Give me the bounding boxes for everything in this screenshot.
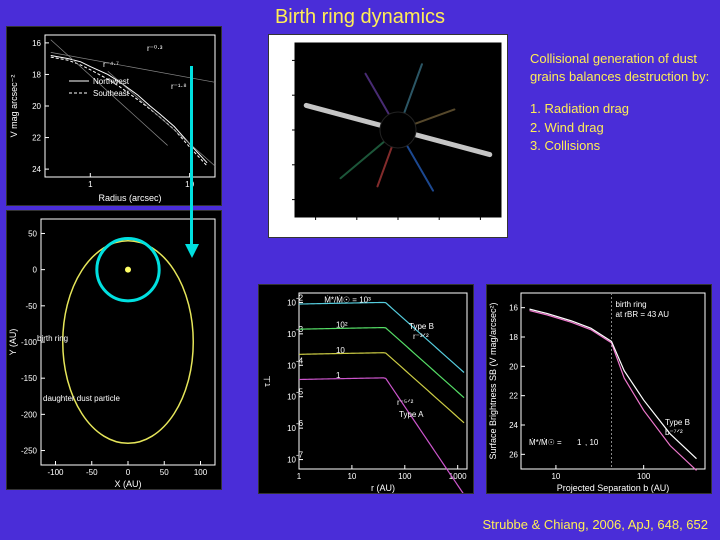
svg-text:10: 10 [336, 346, 345, 355]
svg-text:20: 20 [32, 102, 41, 111]
svg-text:Type A: Type A [399, 410, 424, 419]
svg-text:0: 0 [126, 468, 131, 477]
svg-text:4: 4 [286, 56, 291, 65]
svg-text:birth ring: birth ring [37, 334, 68, 343]
svg-text:24: 24 [32, 165, 41, 174]
svg-text:b⁻⁷ᐟ²: b⁻⁷ᐟ² [665, 428, 683, 437]
svg-text:-150: -150 [21, 374, 38, 383]
svg-text:Type B: Type B [409, 322, 434, 331]
svg-text:22: 22 [32, 134, 41, 143]
svg-text:24: 24 [509, 421, 518, 430]
svg-text:-2: -2 [283, 161, 291, 170]
side-text-item: 2. Wind drag [530, 119, 710, 137]
svg-text:100: 100 [398, 472, 412, 481]
svg-text:Radius (arcsec): Radius (arcsec) [98, 193, 161, 203]
svg-text:-2: -2 [353, 221, 361, 230]
svg-text:50: 50 [160, 468, 169, 477]
svg-text:-4: -4 [312, 221, 320, 230]
side-text-block: Collisional generation of dust grains ba… [530, 50, 710, 155]
svg-text:r⁻⁰·³: r⁻⁰·³ [147, 44, 163, 53]
pointer-arrow [190, 66, 193, 246]
svg-text:-100: -100 [47, 468, 64, 477]
svg-text:-250: -250 [21, 447, 38, 456]
svg-text:2: 2 [437, 221, 442, 230]
svg-text:4: 4 [478, 221, 483, 230]
svg-text:1: 1 [577, 438, 582, 447]
svg-text:τ⊥: τ⊥ [262, 375, 272, 387]
svg-text:1: 1 [297, 472, 302, 481]
svg-text:16: 16 [509, 304, 518, 313]
svg-text:16: 16 [32, 39, 41, 48]
svg-text:20: 20 [509, 362, 518, 371]
svg-text:r⁻⁵ᐟ²: r⁻⁵ᐟ² [397, 398, 414, 407]
svg-text:Projected Separation b (AU): Projected Separation b (AU) [557, 483, 670, 493]
svg-text:V mag arcsec⁻²: V mag arcsec⁻² [9, 75, 19, 138]
svg-text:X (AU): X (AU) [115, 479, 142, 489]
svg-text:1: 1 [88, 180, 93, 189]
side-text-item: 3. Collisions [530, 137, 710, 155]
svg-text:birth ring: birth ring [616, 300, 647, 309]
svg-text:26: 26 [509, 450, 518, 459]
svg-text:10²: 10² [336, 321, 348, 330]
svg-text:100: 100 [194, 468, 208, 477]
svg-text:18: 18 [509, 333, 518, 342]
svg-text:-4: -4 [283, 196, 291, 205]
svg-text:Ṁ*/Ṁ☉ =: Ṁ*/Ṁ☉ = [529, 438, 562, 447]
svg-text:at rBR = 43 AU: at rBR = 43 AU [616, 310, 670, 319]
panel-sb-model: 10 100 16 18 20 22 24 26 Projected Separation b … [486, 284, 712, 494]
svg-text:Southeast: Southeast [93, 89, 130, 98]
svg-text:Ṁ*/Ṁ☉ = 10³: Ṁ*/Ṁ☉ = 10³ [324, 296, 371, 305]
panel-optical-depth: 110100100010-710-610-510-410-310-2r (AU)… [258, 284, 474, 494]
svg-text:-50: -50 [86, 468, 98, 477]
svg-text:-2: -2 [296, 293, 304, 302]
svg-text:18: 18 [32, 70, 41, 79]
svg-text:Type B: Type B [665, 418, 690, 427]
svg-text:-7: -7 [296, 451, 304, 460]
svg-text:, 10: , 10 [585, 438, 599, 447]
svg-text:2: 2 [286, 91, 291, 100]
svg-text:daughter dust particle: daughter dust particle [43, 394, 120, 403]
svg-text:r⁻³ᐟ²: r⁻³ᐟ² [413, 332, 429, 341]
svg-text:r (AU): r (AU) [371, 483, 395, 493]
svg-text:100: 100 [637, 472, 651, 481]
svg-text:-200: -200 [21, 410, 38, 419]
svg-text:-6: -6 [296, 419, 304, 428]
svg-text:r⁻¹·⁸: r⁻¹·⁸ [171, 82, 187, 91]
svg-text:r⁻⁴·⁷: r⁻⁴·⁷ [103, 60, 119, 69]
svg-text:Northwest: Northwest [93, 77, 130, 86]
svg-text:0: 0 [286, 126, 291, 135]
svg-text:-4: -4 [296, 356, 304, 365]
side-text-item: 1. Radiation drag [530, 100, 710, 118]
svg-text:1: 1 [336, 371, 341, 380]
panel-disk-image: -4-2024-4-2024α - α₀ (″)δ - δ₀ (″) [268, 34, 508, 238]
svg-text:0: 0 [33, 266, 38, 275]
slide-title: Birth ring dynamics [275, 6, 445, 29]
svg-text:22: 22 [509, 392, 518, 401]
side-text-intro: Collisional generation of dust grains ba… [530, 50, 710, 86]
svg-text:10: 10 [551, 472, 560, 481]
svg-text:α - α₀ (″): α - α₀ (″) [383, 229, 413, 238]
svg-text:50: 50 [28, 229, 37, 238]
citation: Strubbe & Chiang, 2006, ApJ, 648, 652 [482, 517, 708, 532]
svg-text:Y (AU): Y (AU) [8, 329, 18, 356]
svg-text:Surface Brightness SB (V mag/a: Surface Brightness SB (V mag/arcsec²) [488, 302, 498, 459]
svg-text:10: 10 [347, 472, 356, 481]
svg-text:-50: -50 [25, 302, 37, 311]
svg-text:-5: -5 [296, 388, 304, 397]
pointer-arrow-head [185, 244, 199, 258]
svg-text:-100: -100 [21, 338, 38, 347]
svg-text:δ - δ₀ (″): δ - δ₀ (″) [270, 115, 279, 145]
